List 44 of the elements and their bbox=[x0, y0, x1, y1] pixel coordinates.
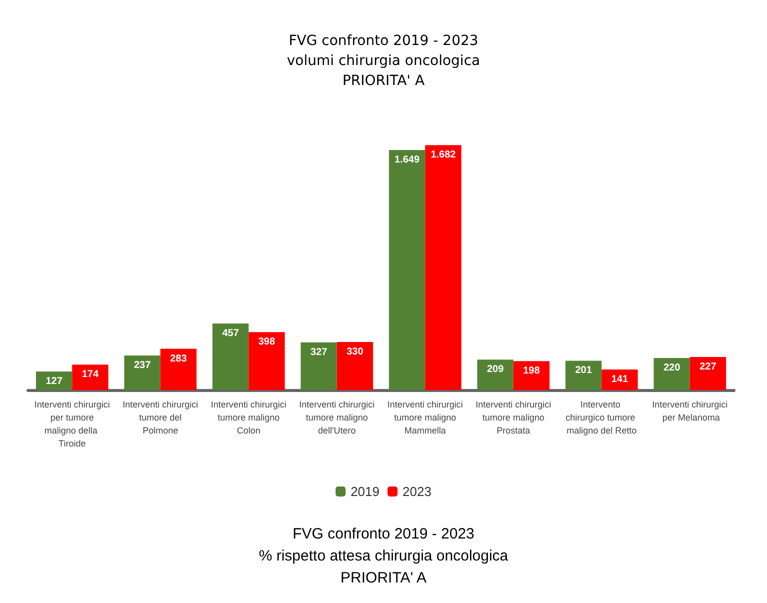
data-label: 237 bbox=[134, 360, 152, 372]
data-label: 174 bbox=[82, 369, 99, 380]
data-label: 330 bbox=[346, 346, 364, 358]
bar bbox=[513, 361, 550, 390]
x-tick-label: Intervento chirurgico tumore maligno del Retto bbox=[566, 400, 638, 436]
x-tick-label: Interventi chirurgici per Melanoma bbox=[652, 400, 728, 422]
data-label: 198 bbox=[523, 366, 540, 377]
x-tick-label: Interventi chirurgici tumore del Polmone bbox=[122, 400, 198, 436]
bar bbox=[602, 369, 638, 390]
bar bbox=[388, 150, 426, 390]
bar bbox=[300, 342, 337, 390]
bar bbox=[72, 364, 108, 390]
bar bbox=[425, 145, 462, 390]
bar bbox=[690, 356, 726, 390]
chart-title: FVG confronto 2019 - 2023 volumi chirurgia oncologica PRIORITA' A bbox=[286, 33, 480, 89]
data-label: 220 bbox=[663, 362, 681, 374]
bar bbox=[212, 323, 249, 390]
x-tick-label: Interventi chirurgici tumore maligno dell'Utero bbox=[299, 400, 375, 436]
bar bbox=[477, 360, 514, 390]
x-tick-label: Interventi chirurgici tumore maligno Colon bbox=[210, 400, 286, 436]
data-label: 327 bbox=[310, 346, 328, 358]
data-label: 1.682 bbox=[430, 150, 456, 161]
data-label: 127 bbox=[46, 376, 63, 388]
bar bbox=[248, 332, 285, 390]
data-label: 201 bbox=[575, 365, 592, 376]
data-label: 141 bbox=[611, 374, 628, 385]
data-label: 398 bbox=[258, 336, 276, 348]
x-tick-label: Interventi chirurgici per tumore maligno della Tiroide bbox=[34, 400, 110, 448]
legend-label: 2019 bbox=[350, 484, 380, 499]
text: FVG confronto 2019 - 2023 % rispetto attesa chirurgia oncologica PRIORITA' A bbox=[258, 526, 509, 586]
data-label: 209 bbox=[486, 364, 504, 376]
bar bbox=[160, 348, 197, 390]
x-tick-label: Interventi chirurgici tumore maligno Prostata bbox=[476, 400, 552, 436]
data-label: 1.649 bbox=[394, 154, 420, 166]
x-tick-label: Interventi chirurgici tumore maligno Mammella bbox=[387, 400, 463, 436]
legend-label: 2023 bbox=[402, 484, 432, 499]
data-label: 227 bbox=[700, 361, 717, 372]
bar bbox=[565, 360, 602, 390]
data-label: 283 bbox=[170, 353, 188, 364]
bar bbox=[336, 342, 374, 390]
bar bbox=[124, 356, 160, 390]
data-label: 457 bbox=[222, 328, 240, 339]
bar bbox=[654, 358, 690, 390]
bar bbox=[36, 372, 72, 390]
